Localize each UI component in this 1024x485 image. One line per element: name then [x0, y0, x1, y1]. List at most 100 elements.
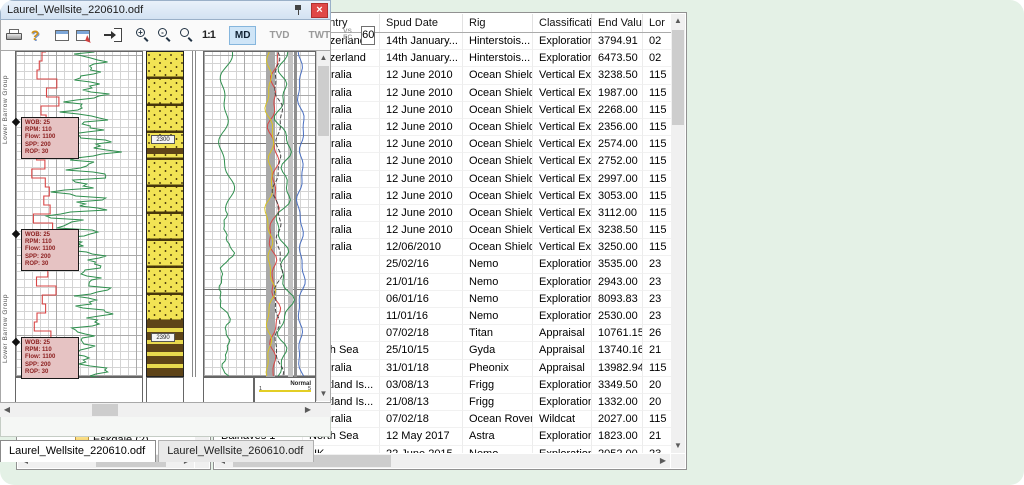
table-cell: 20 [643, 377, 671, 394]
table-cell: 12 June 2010 [380, 187, 463, 205]
table-cell: 23 [643, 446, 671, 454]
column-header[interactable]: Lor [643, 14, 671, 32]
log-horizontal-scrollbar[interactable]: ◀ ▶ .:.: [0, 403, 331, 417]
table-cell: 3535.00 [592, 256, 643, 274]
table-cell: 21 [643, 428, 671, 446]
group-label: Lower Barrow Group [2, 75, 9, 144]
scroll-down-icon[interactable]: ▼ [671, 439, 685, 453]
table-cell: Ocean Shield [463, 239, 533, 257]
table-cell: 02 [643, 33, 671, 51]
table-cell: Ocean Shield [463, 118, 533, 137]
table-cell: Ocean Rover [463, 411, 533, 429]
table-cell: 12 May 2017 [380, 428, 463, 446]
table-cell: 23 [643, 274, 671, 291]
scroll-right-icon[interactable]: ▶ [656, 454, 670, 468]
column-header[interactable]: Rig [463, 14, 533, 32]
log-tab[interactable]: Laurel_Wellsite_260610.odf [158, 440, 315, 462]
pin-icon[interactable] [293, 4, 303, 16]
table-cell: Ocean Shield [463, 101, 533, 119]
table-vertical-scrollbar[interactable]: ▲ ▼ [671, 14, 685, 453]
table-cell: 25/10/15 [380, 342, 463, 360]
table-cell: 12 June 2010 [380, 67, 463, 85]
mode-tvd-button[interactable]: TVD [269, 29, 290, 41]
log-viewer-panel: Laurel_Wellsite_220610.odf × ? + - 1:1 M… [0, 0, 376, 470]
table-cell: Vertical Exp... [533, 101, 592, 119]
table-cell: 13740.16 [592, 342, 643, 360]
table-cell: Vertical Exp... [533, 153, 592, 171]
table-cell: 12 June 2010 [380, 222, 463, 240]
table-cell: 21 [643, 342, 671, 360]
scale-input[interactable]: 60 [361, 25, 376, 45]
table-cell: Titan [463, 325, 533, 343]
table-cell: 2574.00 [592, 136, 643, 154]
mode-twt-button[interactable]: TWT [308, 29, 331, 41]
zoom-in-icon[interactable]: + [136, 27, 151, 43]
table-cell: 12 June 2010 [380, 136, 463, 154]
scroll-up-icon[interactable]: ▲ [317, 51, 330, 65]
table-cell: 20 [643, 394, 671, 412]
one-to-one-button[interactable]: 1:1 [202, 29, 216, 41]
table-cell: UK [303, 445, 380, 453]
table-cell: Nemo [463, 290, 533, 308]
column-header[interactable]: Classificati... [533, 14, 592, 32]
scroll-down-icon[interactable]: ▼ [317, 387, 330, 401]
close-icon[interactable]: × [311, 2, 328, 18]
table-cell: 22 June 2015 [380, 445, 463, 453]
table-cell: Nemo [463, 308, 533, 326]
table-cell: 3238.50 [592, 67, 643, 85]
scroll-left-icon[interactable]: ◀ [0, 403, 14, 417]
column-header[interactable]: End Value [592, 14, 643, 32]
log-tab-bar: Laurel_Wellsite_220610.odf Laurel_Wellsit… [0, 440, 331, 464]
table-cell: Gyda [463, 342, 533, 360]
table-cell: Vertical Exp... [533, 187, 592, 205]
table-vscroll-thumb[interactable] [672, 30, 684, 125]
table-cell: 115 [643, 153, 671, 171]
properties-button[interactable] [55, 29, 69, 41]
table-cell: 1987.00 [592, 84, 643, 102]
table-cell: 115 [643, 205, 671, 223]
export-button[interactable] [104, 28, 122, 42]
log-hscroll-thumb[interactable] [92, 404, 118, 416]
table-cell: 2752.00 [592, 153, 643, 171]
zoom-fit-icon[interactable] [180, 27, 195, 43]
table-cell: Exploration [533, 308, 592, 326]
table-cell: 11/01/16 [380, 308, 463, 326]
help-button[interactable]: ? [30, 27, 40, 43]
table-cell: 3794.91 [592, 33, 643, 51]
log-vscroll-thumb[interactable] [318, 66, 329, 136]
log-tab-active[interactable]: Laurel_Wellsite_220610.odf [0, 440, 157, 462]
table-cell: 3349.50 [592, 376, 643, 394]
log-vertical-scrollbar[interactable]: ▲ ▼ [316, 51, 330, 401]
table-cell: Ocean Shield [463, 153, 533, 171]
mode-md-button[interactable]: MD [228, 25, 257, 45]
table-cell: Appraisal [533, 325, 592, 343]
table-cell: Ocean Shield [463, 67, 533, 85]
table-cell: Nemo [463, 256, 533, 274]
print-button[interactable] [6, 29, 22, 41]
table-cell: 3112.00 [592, 204, 643, 223]
table-cell: Vertical Exp... [533, 118, 592, 137]
mode-vsec-button[interactable]: VS EC [343, 28, 353, 41]
drilling-annotation: WOB: 25 RPM: 110 Flow: 1100 SPP: 200 ROP: 30 [21, 337, 79, 380]
scroll-right-icon[interactable]: ▶ [301, 403, 315, 417]
table-cell: 2027.00 [592, 411, 643, 429]
table-cell: 31/01/18 [380, 359, 463, 377]
zoom-out-icon[interactable]: - [158, 27, 173, 43]
table-cell: Ocean Shield [463, 204, 533, 223]
table-cell: Hinterstois... [463, 33, 533, 51]
table-cell: 115 [643, 411, 671, 429]
column-header[interactable]: Spud Date [380, 14, 463, 32]
table-cell: Exploration [533, 376, 592, 394]
table-cell: Exploration [533, 33, 592, 51]
table-cell: Exploration [533, 290, 592, 308]
table-cell: 2052.00 [592, 445, 643, 453]
table-cell: 2356.00 [592, 118, 643, 137]
table-cell: 3053.00 [592, 187, 643, 205]
edit-properties-button[interactable] [76, 29, 90, 41]
table-cell: Vertical Exp... [533, 67, 592, 85]
scroll-up-icon[interactable]: ▲ [671, 14, 685, 28]
table-cell: 26 [643, 325, 671, 343]
